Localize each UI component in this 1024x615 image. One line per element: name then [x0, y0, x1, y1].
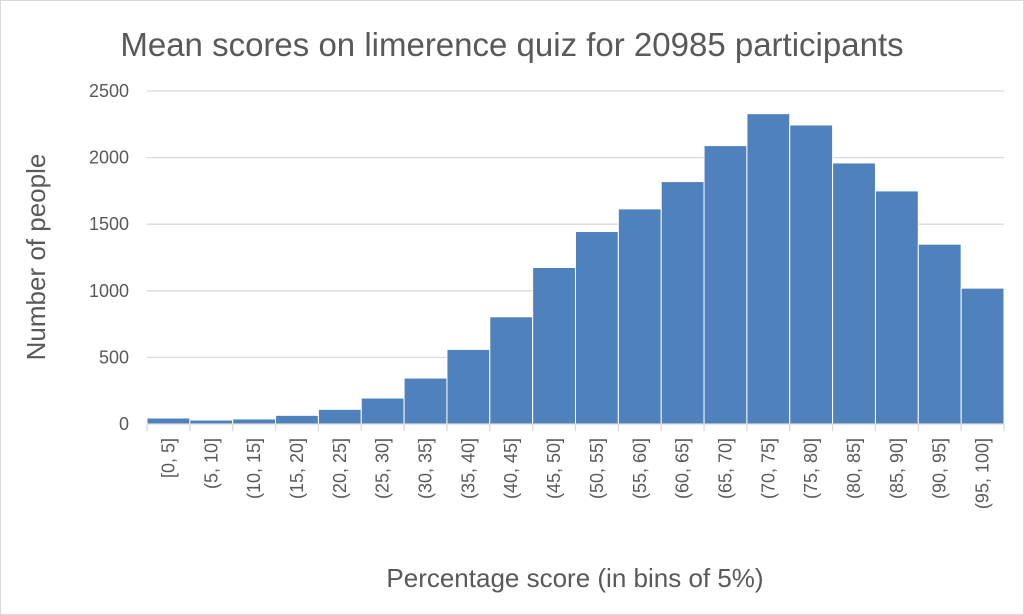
x-tick-label: (45, 50]: [544, 438, 564, 499]
y-tick-label: 500: [99, 347, 129, 367]
y-tick-label: 1500: [89, 214, 129, 234]
bar: [489, 316, 534, 425]
x-tick-label: (10, 15]: [244, 438, 264, 499]
bar: [703, 145, 748, 425]
bars: [146, 113, 1005, 425]
x-tick-label: (20, 25]: [330, 438, 350, 499]
bar: [575, 231, 619, 425]
y-tick-label: 0: [119, 414, 129, 434]
x-tick-label: (90, 95]: [930, 438, 950, 499]
x-tick-label: (55, 60]: [630, 438, 650, 499]
bar: [275, 414, 319, 425]
bar: [360, 397, 405, 425]
x-tick-label: (30, 35]: [416, 438, 436, 499]
y-tick-labels: 0 500 1000 1500 2000 2500: [89, 81, 129, 434]
x-tick-label: (70, 75]: [758, 438, 778, 499]
bar: [403, 377, 448, 425]
y-tick-label: 2500: [89, 81, 129, 101]
x-tick-label: (40, 45]: [501, 438, 521, 499]
x-tick-label: (95, 100]: [973, 438, 993, 509]
bar: [789, 124, 834, 425]
x-axis-title: Percentage score (in bins of 5%): [386, 563, 763, 593]
y-axis-title: Number of people: [21, 154, 51, 361]
bar: [232, 418, 277, 425]
x-tick-label: (85, 90]: [887, 438, 907, 499]
x-axis: [146, 423, 1005, 431]
bar: [660, 181, 705, 425]
bar: [446, 348, 491, 425]
bar: [146, 417, 191, 425]
bar: [874, 190, 919, 425]
bar: [746, 113, 791, 425]
bar: [317, 408, 362, 425]
x-tick-label: (80, 85]: [844, 438, 864, 499]
y-tick-label: 2000: [89, 148, 129, 168]
x-tick-label: (25, 30]: [373, 438, 393, 499]
x-tick-label: (75, 80]: [801, 438, 821, 499]
bar: [532, 266, 577, 425]
x-tick-label: (35, 40]: [458, 438, 478, 499]
chart-title: Mean scores on limerence quiz for 20985 …: [120, 26, 903, 63]
y-tick-label: 1000: [89, 281, 129, 301]
x-tick-labels: [0, 5] (5, 10] (10, 15] (15, 20] (20, 25] (25…: [158, 438, 992, 509]
x-tick-label: (5, 10]: [201, 438, 221, 489]
x-tick-label: (15, 20]: [287, 438, 307, 499]
bar: [960, 287, 1005, 425]
x-tick-label: (65, 70]: [715, 438, 735, 499]
x-tick-label: (60, 65]: [673, 438, 693, 499]
bar: [832, 162, 876, 425]
bar: [617, 208, 662, 425]
bar: [917, 243, 962, 425]
x-tick-label: (50, 55]: [587, 438, 607, 499]
x-tick-label: [0, 5]: [158, 438, 178, 478]
